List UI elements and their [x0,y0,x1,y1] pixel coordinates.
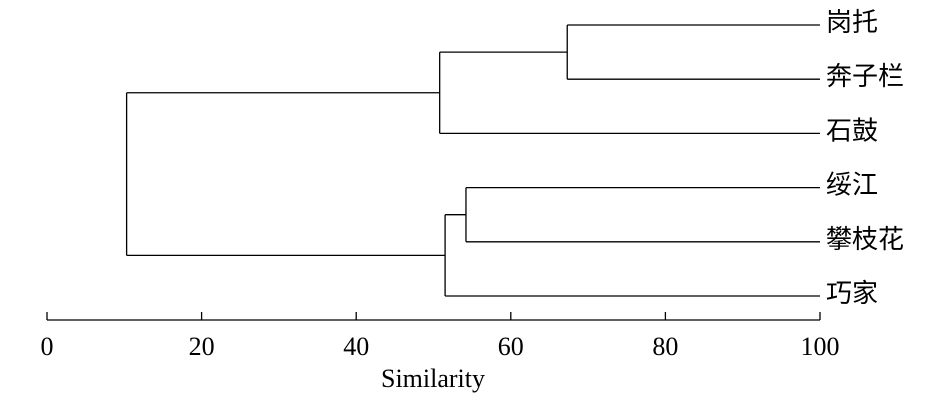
leaf-label: 岗托 [826,8,878,37]
x-tick-label: 20 [189,332,215,361]
leaf-label: 绥江 [826,171,878,200]
dendrogram-link [439,51,820,135]
x-tick-label: 100 [801,332,840,361]
x-tick-label: 0 [41,332,54,361]
dendrogram-link [566,24,820,80]
dendrogram-link [465,186,820,243]
leaf-label: 巧家 [826,279,878,308]
leaf-label: 攀枝花 [826,225,904,254]
dendrogram-link [444,214,820,297]
x-tick-label: 60 [498,332,524,361]
x-axis-label: Similarity [381,364,485,393]
dendrogram-link [125,92,446,256]
leaf-label: 石鼓 [826,116,878,145]
leaf-label: 奔子栏 [826,62,904,91]
x-tick-label: 40 [343,332,369,361]
x-tick-label: 80 [652,332,678,361]
